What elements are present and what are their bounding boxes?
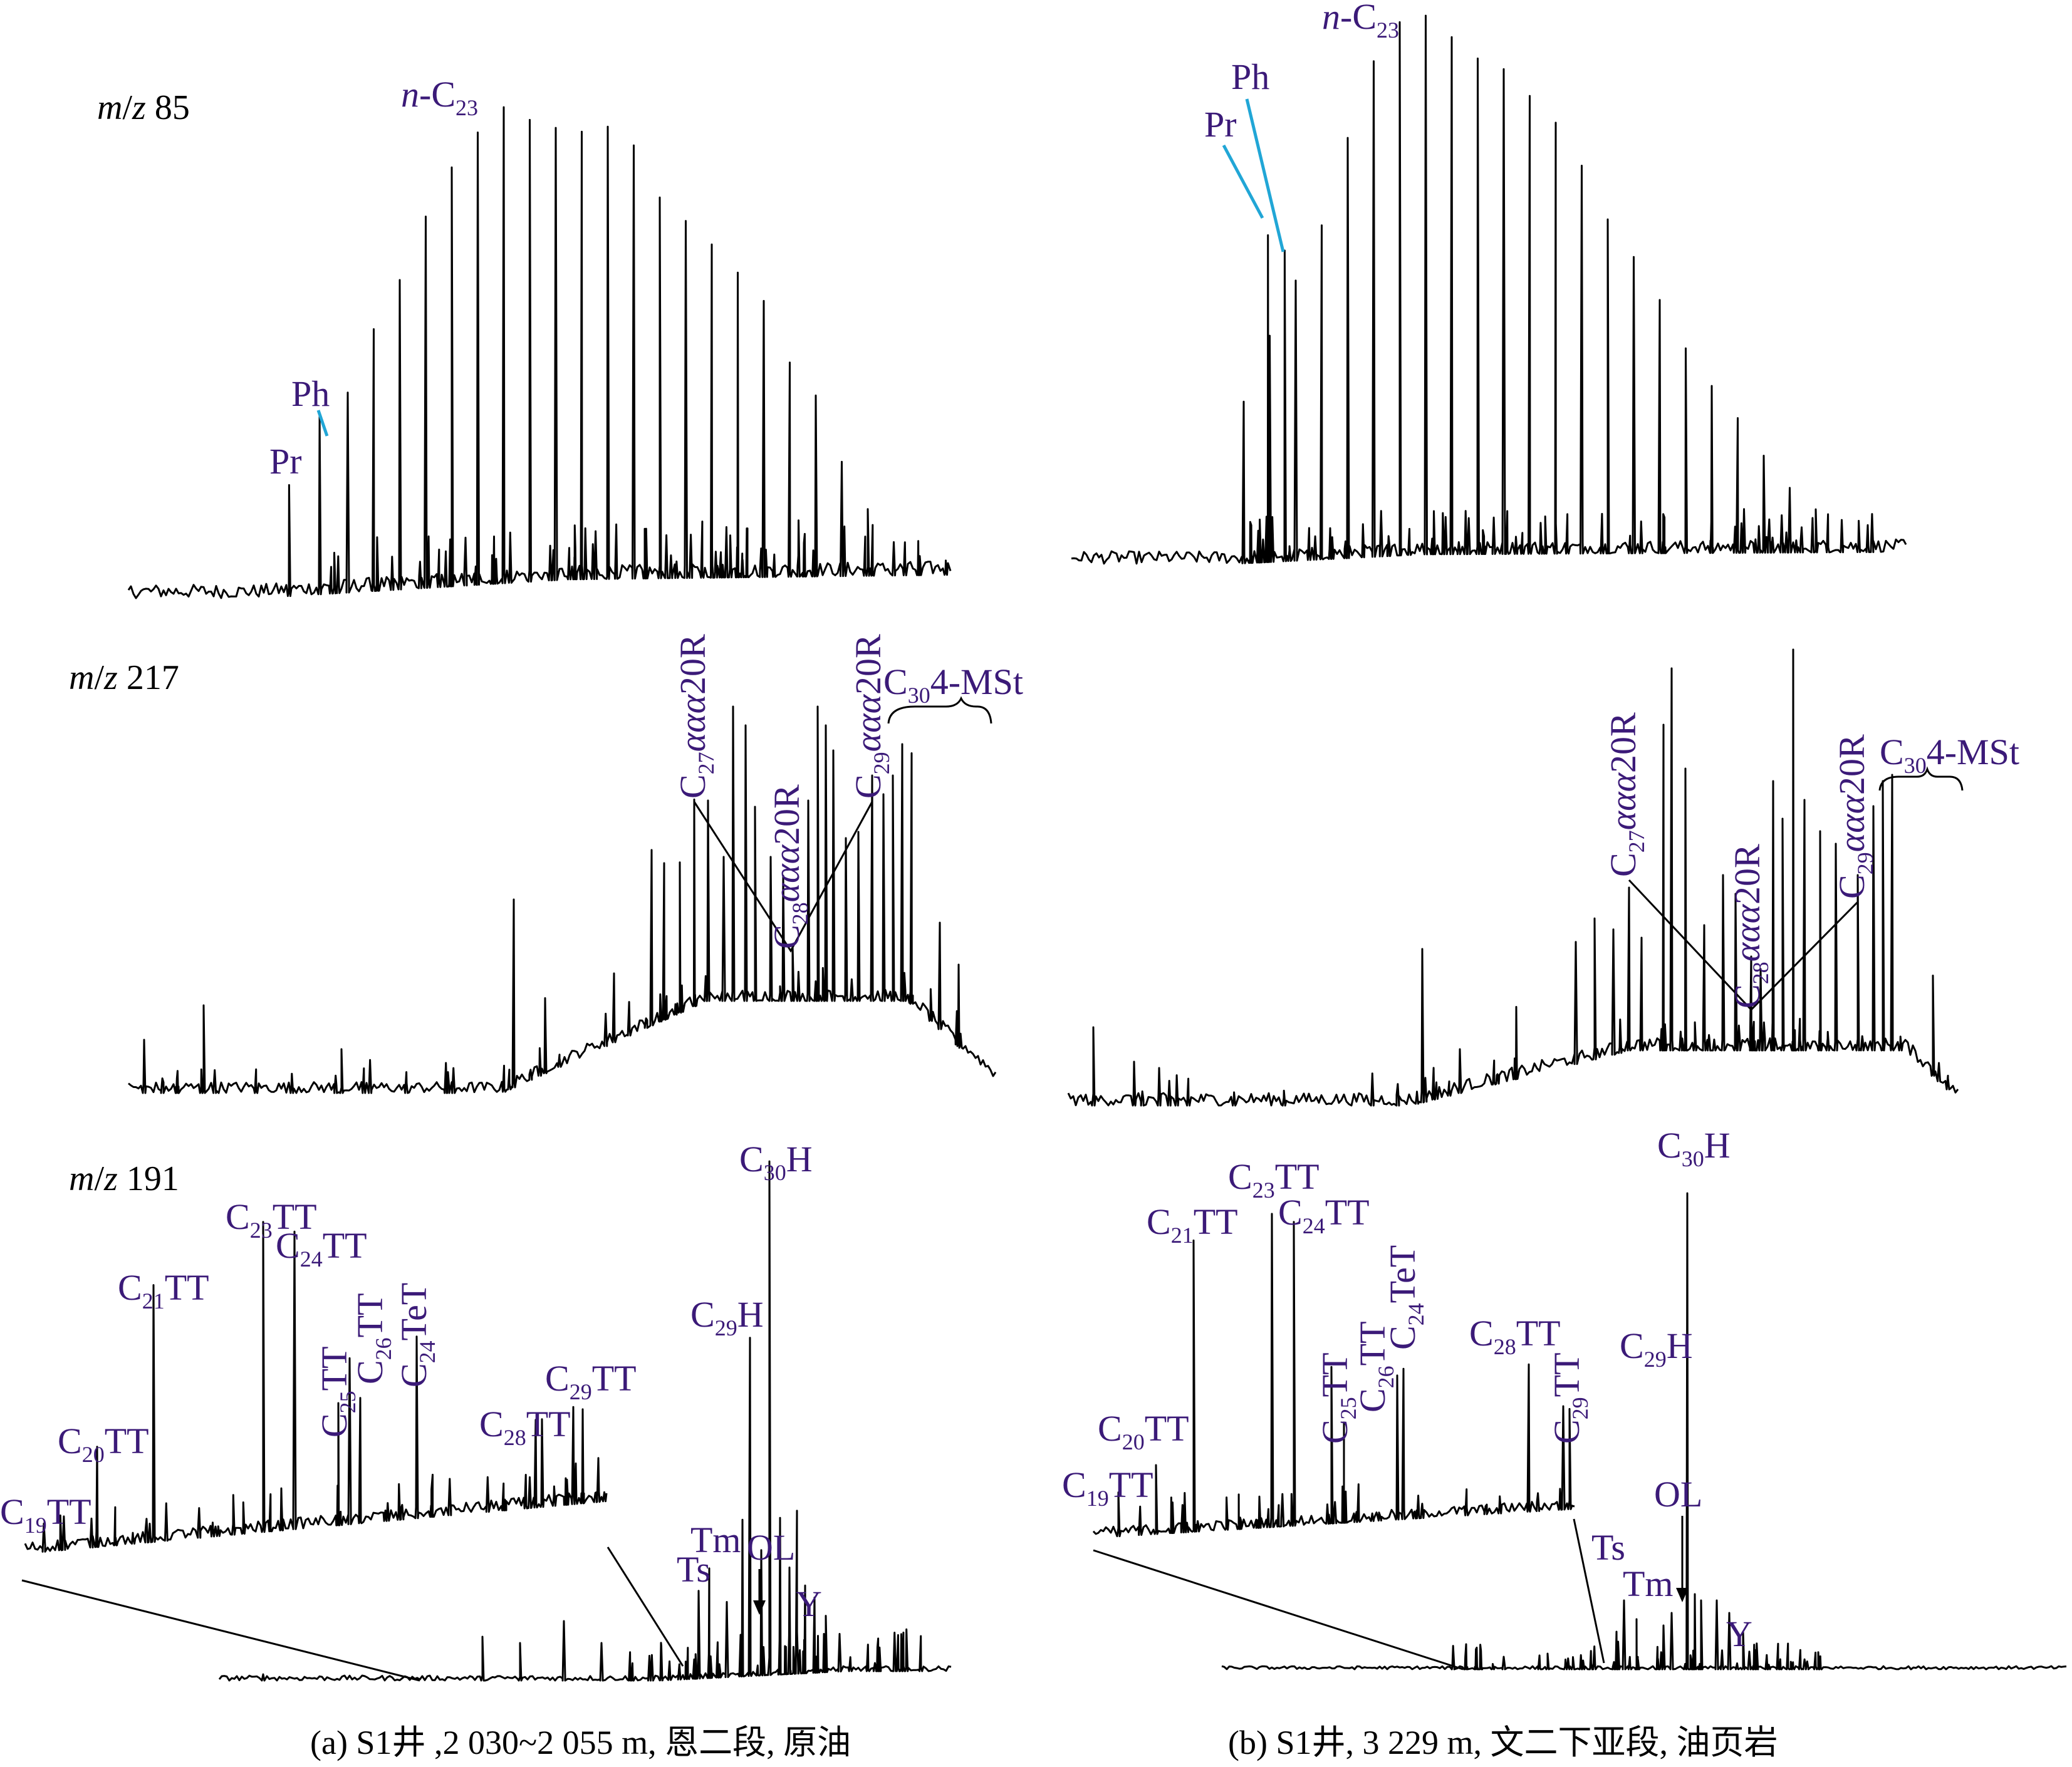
a-c28-label: C28ααα20R [766,784,813,949]
b-ts-label: Ts [1591,1527,1625,1568]
a-m217-panel: C27ααα20R C28ααα20R C29ααα20R C304-MSt [128,634,1023,1094]
mz-label-191: m/z 191 [69,1159,179,1198]
mz-label-217: m/z 217 [69,658,179,697]
b-inset-leader-left [1093,1549,1464,1671]
caption-b: (b) S1井, 3 229 m, 文二下亚段, 油页岩 [1228,1724,1778,1761]
b-m191-labels: C19TT C20TT C21TT C23TT C24TT C25TT C26T… [1062,1125,1752,1654]
b-m191-inset-trace [1092,1213,1575,1538]
b-sterane-v-leader [1628,879,1859,1012]
a-c20tt-label: C20TT [58,1421,149,1467]
a-c28tt-label: C28TT [479,1404,571,1450]
caption-a: (a) S1井 ,2 030~2 055 m, 恩二段, 原油 [310,1724,851,1761]
b-c19tt-label: C19TT [1062,1464,1153,1511]
a-y-label: Y [796,1583,822,1624]
b-c28-label: C28ααα20R [1727,844,1773,1008]
b-c24tet-label: C24TeT [1382,1245,1429,1350]
b-pr-label: Pr [1204,104,1237,145]
b-c24tt-label: C24TT [1278,1192,1370,1238]
b-tm-label: Tm [1623,1563,1674,1604]
b-c30h-label: C30H [1657,1125,1731,1171]
a-inset-leader-right [607,1547,684,1667]
a-c19tt-label: C19TT [0,1491,91,1538]
a-c27-label: C27ααα20R [672,634,719,799]
a-tm-label: Tm [690,1520,741,1560]
b-m191-panel: C19TT C20TT C21TT C23TT C24TT C25TT C26T… [1062,1125,2067,1671]
b-m217-panel: C27ααα20R C28ααα20R C29ααα20R C304-MSt [1067,648,2019,1107]
b-c20tt-label: C20TT [1098,1408,1189,1454]
b-c21tt-label: C21TT [1147,1201,1238,1248]
a-c29tt-label: C29TT [545,1358,637,1404]
b-pr-leader [1222,144,1264,219]
a-c24tt-label: C24TT [276,1225,367,1272]
a-ph-label: Ph [291,373,330,414]
b-c30-brace [1878,766,1964,791]
b-ph-label: Ph [1231,56,1269,97]
a-c30-brace [887,696,992,724]
b-ol-label: OL [1654,1474,1702,1515]
b-m191-main-trace [1221,1192,2067,1671]
a-c23tt-label: C23TT [226,1196,317,1243]
b-c30-label: C304-MSt [1880,732,2019,778]
a-nc23-label: n-C23 [401,74,478,120]
a-c30-label: C304-MSt [883,661,1023,708]
a-c29h-label: C29H [690,1294,764,1340]
a-m85-panel: Pr Ph n-C23 [127,74,952,599]
a-c25tt-label: C25TT [314,1346,360,1438]
a-ol-arrowhead [753,1600,766,1615]
b-m85-trace [1071,14,1907,565]
b-nc23-label: n-C23 [1322,0,1399,43]
b-m217-trace [1067,648,1959,1107]
a-ol-label: OL [747,1527,795,1568]
a-ph-leader [316,410,329,437]
b-ol-arrowhead [1676,1588,1689,1602]
b-c29-label: C29ααα20R [1831,734,1878,899]
a-c24tet-label: C24TeT [393,1283,440,1387]
a-pr-label: Pr [269,441,302,482]
a-c30h-label: C30H [739,1139,813,1185]
a-c21tt-label: C21TT [118,1267,209,1314]
mz-label-85: m/z 85 [97,88,190,127]
b-c29tt-label: C29TT [1546,1352,1593,1444]
b-y-label: Y [1726,1614,1752,1654]
a-m191-labels: C19TT C20TT C21TT C23TT C24TT C25TT C26T… [0,1139,822,1624]
b-c23tt-label: C23TT [1228,1156,1320,1203]
a-m191-inset-trace [24,1221,608,1553]
a-c26tt-label: C26TT [350,1293,396,1384]
a-m217-trace [128,705,997,1094]
a-c29-label: C29ααα20R [848,634,894,799]
a-sterane-v-leader [693,801,873,953]
a-m85-trace [127,106,952,599]
b-ph-leader [1245,98,1285,252]
b-m85-panel: Pr Ph n-C23 [1071,0,1907,565]
b-c29h-label: C29H [1620,1325,1693,1372]
a-ts-label: Ts [677,1549,711,1590]
a-m191-panel: C19TT C20TT C21TT C23TT C24TT C25TT C26T… [0,1139,952,1682]
b-c28tt-label: C28TT [1469,1313,1561,1359]
b-inset-leader-right [1573,1518,1605,1664]
a-inset-leader-left [21,1579,420,1682]
b-c27-label: C27ααα20R [1603,712,1649,877]
